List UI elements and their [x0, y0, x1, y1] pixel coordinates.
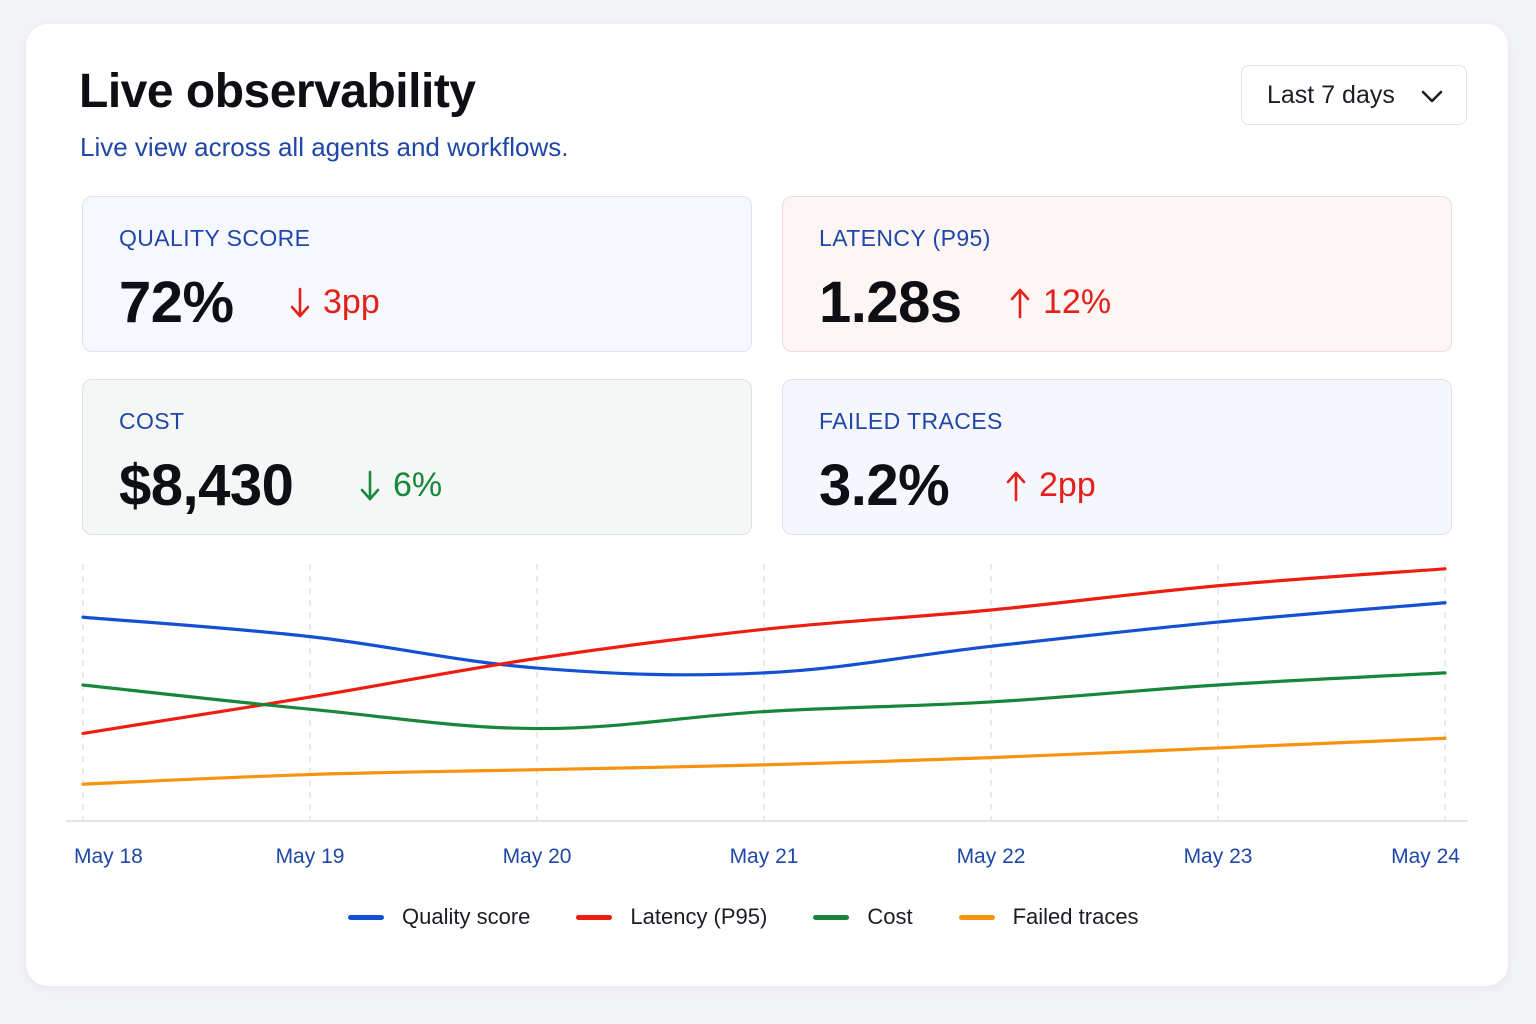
- x-tick-label: May 23: [1184, 845, 1253, 868]
- metric-value: 3.2%: [819, 453, 950, 518]
- metric-delta: 12%: [1009, 283, 1111, 322]
- x-tick-label: May 24: [1391, 845, 1460, 868]
- arrow-down-icon: [360, 470, 380, 500]
- x-tick-label: May 22: [957, 845, 1026, 868]
- x-tick-label: May 20: [503, 845, 572, 868]
- metric-value: 1.28s: [819, 270, 962, 335]
- x-tick-label: May 19: [276, 845, 345, 868]
- metric-delta: 6%: [359, 466, 442, 505]
- metric-label: LATENCY (P95): [819, 225, 991, 251]
- page-subtitle: Live view across all agents and workflow…: [80, 132, 569, 162]
- metric-delta-value: 6%: [393, 466, 443, 504]
- arrow-up-icon: [1010, 288, 1030, 318]
- metric-card-failed-traces[interactable]: FAILED TRACES 3.2% 2pp: [782, 379, 1452, 535]
- arrow-down-icon: [290, 287, 310, 317]
- series-line-cost[interactable]: [81, 671, 1447, 731]
- x-tick-label: May 18: [74, 845, 143, 868]
- metric-delta-value: 12%: [1043, 283, 1112, 321]
- legend-swatch: [958, 914, 995, 920]
- observability-card: Live observability Live view across all …: [26, 24, 1508, 986]
- metric-value: $8,430: [119, 453, 294, 518]
- series-line-quality-score[interactable]: [81, 601, 1447, 677]
- metric-card-cost[interactable]: COST $8,430 6%: [82, 379, 752, 535]
- metric-delta-value: 2pp: [1039, 466, 1096, 504]
- legend-item[interactable]: Quality score: [348, 904, 530, 930]
- legend-swatch: [576, 914, 613, 920]
- series-line-failed-traces[interactable]: [81, 736, 1447, 786]
- metric-label: QUALITY SCORE: [119, 225, 311, 251]
- legend-label: Latency (P95): [630, 904, 768, 929]
- metric-card-latency[interactable]: LATENCY (P95) 1.28s 12%: [782, 196, 1452, 352]
- metric-delta: 2pp: [1005, 466, 1096, 505]
- date-range-value: Last 7 days: [1267, 80, 1395, 109]
- date-range-select[interactable]: Last 7 days: [1241, 65, 1467, 125]
- legend-item[interactable]: Latency (P95): [576, 904, 767, 930]
- legend-swatch: [348, 914, 384, 920]
- legend-item[interactable]: Cost: [813, 904, 913, 930]
- legend-label: Quality score: [402, 904, 531, 929]
- metric-value: 72%: [119, 270, 234, 335]
- metric-delta: 3pp: [289, 283, 380, 322]
- legend-label: Cost: [867, 904, 913, 929]
- chevron-down-icon: [1421, 90, 1443, 103]
- x-tick-label: May 21: [730, 845, 799, 868]
- legend-swatch: [813, 914, 850, 920]
- metric-card-quality-score[interactable]: QUALITY SCORE 72% 3pp: [82, 196, 752, 352]
- page-title: Live observability: [79, 65, 476, 118]
- series-line-latency-p95[interactable]: [81, 567, 1447, 735]
- chart-legend: Quality score Latency (P95) Cost Failed tra…: [348, 904, 1185, 930]
- metric-label: COST: [119, 408, 185, 434]
- arrow-up-icon: [1006, 471, 1026, 501]
- metric-label: FAILED TRACES: [819, 408, 1003, 434]
- legend-label: Failed traces: [1012, 904, 1139, 929]
- metric-delta-value: 3pp: [323, 283, 380, 321]
- legend-item[interactable]: Failed traces: [958, 904, 1139, 930]
